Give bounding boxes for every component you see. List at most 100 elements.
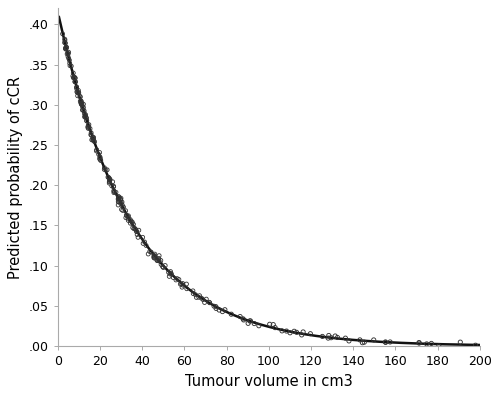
Point (128, 224, 136, 231)
Point (89, 136, 97, 142)
Point (106, 180, 114, 186)
Point (299, 329, 307, 335)
Point (271, 324, 279, 331)
Point (62, 40, 70, 46)
Point (124, 215, 132, 222)
Point (82, 115, 90, 121)
Point (62, 44, 70, 51)
Point (286, 330, 294, 336)
Point (166, 271, 174, 277)
Point (166, 268, 174, 275)
Point (70, 74, 78, 81)
Point (172, 277, 180, 283)
Point (228, 311, 235, 317)
Point (82, 114, 90, 121)
Point (75, 90, 83, 96)
Point (115, 195, 123, 202)
Point (167, 270, 175, 276)
Point (142, 242, 150, 249)
Point (428, 340, 436, 347)
Point (244, 320, 252, 326)
Point (82, 113, 90, 119)
Point (79, 107, 87, 114)
Point (298, 332, 306, 338)
Point (85, 121, 93, 128)
Point (100, 166, 108, 173)
Point (77, 98, 85, 104)
Point (114, 193, 122, 200)
Point (61, 37, 69, 43)
Point (82, 118, 90, 124)
Point (456, 339, 464, 345)
Point (62, 44, 70, 50)
Point (132, 226, 140, 233)
Point (110, 183, 118, 189)
Point (175, 276, 183, 283)
Point (147, 249, 155, 255)
Point (176, 281, 184, 287)
Point (331, 333, 339, 339)
Point (103, 167, 111, 173)
Point (72, 84, 80, 90)
Point (104, 174, 112, 180)
Point (166, 273, 173, 279)
Point (108, 179, 116, 185)
Point (72, 85, 80, 92)
Point (164, 269, 172, 276)
Point (106, 175, 114, 182)
Point (80, 101, 88, 107)
Point (119, 204, 127, 210)
Point (71, 79, 79, 85)
Point (96, 156, 104, 162)
Point (106, 177, 114, 183)
Point (78, 103, 86, 110)
Point (92, 148, 100, 154)
Point (342, 335, 349, 341)
Point (138, 234, 146, 241)
Point (210, 303, 218, 309)
Point (189, 288, 197, 294)
Point (327, 335, 335, 341)
Point (80, 104, 88, 111)
Point (78, 100, 86, 106)
Point (72, 79, 80, 85)
Point (88, 137, 96, 143)
Point (110, 189, 118, 196)
Point (221, 306, 229, 313)
Point (128, 219, 136, 225)
Point (110, 188, 118, 194)
Point (173, 276, 181, 282)
Y-axis label: Predicted probability of cCR: Predicted probability of cCR (8, 76, 24, 279)
Point (150, 254, 158, 260)
Point (192, 294, 200, 301)
Point (422, 341, 430, 347)
Point (360, 339, 368, 345)
Point (78, 101, 86, 107)
Point (85, 124, 93, 131)
Point (76, 94, 84, 100)
Point (106, 178, 114, 185)
Point (134, 234, 142, 241)
Point (89, 134, 97, 141)
Point (87, 129, 95, 136)
Point (90, 139, 98, 145)
Point (119, 207, 127, 214)
Point (96, 157, 104, 164)
Point (196, 293, 203, 299)
Point (155, 255, 163, 262)
Point (123, 212, 131, 219)
Point (96, 157, 104, 163)
Point (114, 198, 122, 205)
Point (118, 199, 126, 205)
Point (435, 343, 443, 349)
Point (72, 84, 80, 91)
Point (370, 337, 378, 343)
Point (292, 329, 300, 335)
Point (120, 204, 128, 210)
Point (87, 132, 95, 138)
Point (80, 114, 88, 120)
Point (90, 137, 98, 144)
Point (77, 100, 85, 106)
Point (102, 167, 110, 173)
Point (146, 249, 154, 255)
